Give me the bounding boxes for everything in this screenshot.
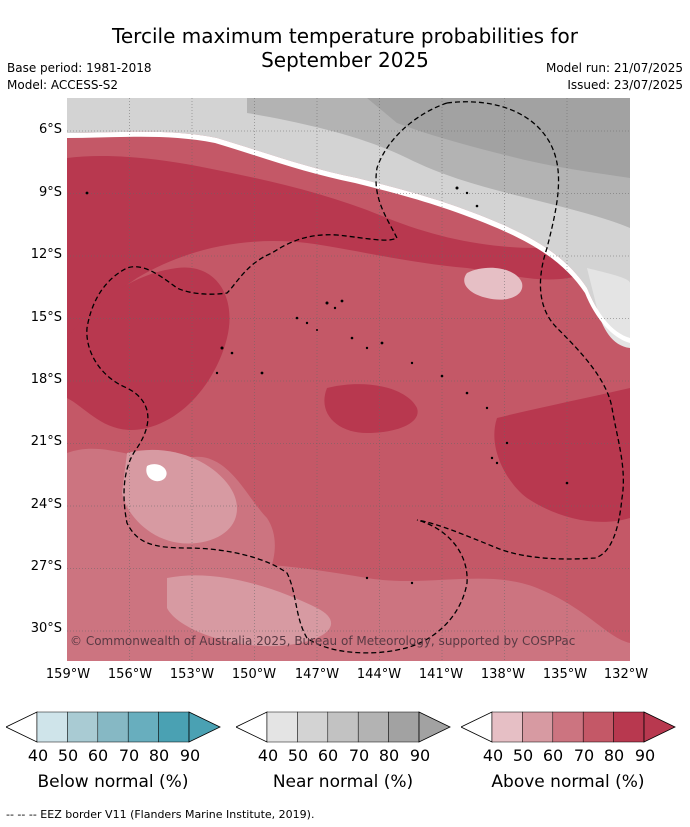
lat-label-24s: 24°S [30, 497, 62, 512]
lat-label-6s: 6°S [38, 122, 62, 137]
legend-swatch [491, 711, 523, 743]
graticule [67, 98, 630, 661]
legend-tick: 40 [482, 746, 504, 765]
eez-footnote: -- -- -- EEZ border V11 (Flanders Marine… [6, 808, 315, 821]
lon-label-141w: 141°W [418, 667, 464, 682]
field-40-spot-west [146, 464, 167, 482]
legend-ticks-near: 40 50 60 70 80 90 [236, 746, 466, 768]
legend-tick: 50 [57, 746, 79, 765]
base-period: Base period: 1981-2018 [7, 61, 152, 75]
lat-label-30s: 30°S [30, 621, 62, 636]
legend-swatch [97, 711, 129, 743]
model-name: Model: ACCESS-S2 [7, 78, 119, 92]
legend-tick: 70 [573, 746, 595, 765]
title-line-1: Tercile maximum temperature probabilitie… [112, 24, 578, 48]
legend-ticks-above: 40 50 60 70 80 90 [461, 746, 690, 768]
field-80-east [494, 388, 630, 522]
lat-label-15s: 15°S [30, 310, 62, 325]
lon-label-135w: 135°W [542, 667, 588, 682]
lon-label-150w: 150°W [231, 667, 277, 682]
legend-tick: 80 [148, 746, 170, 765]
legend-tick: 70 [348, 746, 370, 765]
legend-caption-above: Above normal (%) [491, 772, 645, 792]
eez-border-marquesas [416, 101, 625, 560]
legend-caption-near: Near normal (%) [272, 772, 414, 792]
meta-right: Model run: 21/07/2025 Issued: 23/07/2025 [546, 60, 683, 94]
legend-swatch [266, 711, 298, 743]
lon-label-147w: 147°W [294, 667, 340, 682]
legend-swatch [327, 711, 359, 743]
legend-swatch [613, 711, 645, 743]
legend-tick: 60 [317, 746, 339, 765]
legend-swatch [552, 711, 584, 743]
legend-tick: 80 [603, 746, 625, 765]
lon-label-153w: 153°W [169, 667, 215, 682]
legend-colorbar-near [236, 711, 451, 743]
legend-caption-below: Below normal (%) [37, 772, 189, 792]
legend-extend-high [188, 711, 221, 743]
lat-label-27s: 27°S [30, 559, 62, 574]
lon-label-159w: 159°W [45, 667, 91, 682]
lat-label-18s: 18°S [30, 372, 62, 387]
legend-tick: 40 [257, 746, 279, 765]
field-white-boundary [67, 131, 630, 343]
legend-swatch [297, 711, 329, 743]
title-line-2: September 2025 [261, 48, 429, 72]
legend-tick: 60 [87, 746, 109, 765]
lat-label-21s: 21°S [30, 434, 62, 449]
legend-swatch [127, 711, 159, 743]
islands [85, 186, 569, 585]
legend-colorbar-below [6, 711, 221, 743]
lon-label-132w: 132°W [603, 667, 649, 682]
legend-tick: 50 [512, 746, 534, 765]
field-near-normal-east [587, 268, 630, 348]
field-80-west-block [67, 267, 230, 431]
lon-label-144w: 144°W [356, 667, 402, 682]
lat-label-9s: 9°S [38, 185, 62, 200]
legend-near-normal: 40 50 60 70 80 90 Near normal (%) [236, 710, 452, 792]
legend-extend-low [6, 711, 38, 743]
legend-swatch [388, 711, 420, 743]
legend-tick: 50 [287, 746, 309, 765]
map-title: Tercile maximum temperature probabilitie… [0, 24, 690, 72]
meta-left: Base period: 1981-2018 Model: ACCESS-S2 [7, 60, 152, 94]
legend-extend-high [643, 711, 676, 743]
legend-ticks-below: 40 50 60 70 80 90 [6, 746, 236, 768]
legend-tick: 40 [27, 746, 49, 765]
legend-swatch [67, 711, 99, 743]
legend-swatch [36, 711, 68, 743]
probability-map [67, 98, 630, 661]
field-near-normal-north-darkest [367, 98, 630, 178]
model-run: Model run: 21/07/2025 [545, 61, 683, 75]
copyright-notice: © Commonwealth of Australia 2025, Bureau… [70, 634, 576, 648]
legend-tick: 90 [634, 746, 656, 765]
legend-swatch [522, 711, 554, 743]
legend-swatch [158, 711, 190, 743]
legend-extend-high [418, 711, 451, 743]
lon-label-156w: 156°W [107, 667, 153, 682]
legend-tick: 90 [179, 746, 201, 765]
legend-tick: 60 [542, 746, 564, 765]
legend-below-normal: 40 50 60 70 80 90 Below normal (%) [6, 710, 222, 792]
field-40-spot-east [464, 267, 523, 300]
lon-label-138w: 138°W [480, 667, 526, 682]
legend-extend-low [236, 711, 268, 743]
legend-colorbar-above [461, 711, 676, 743]
field-50-patch-south [167, 575, 332, 647]
field-80-north-west [67, 156, 587, 338]
legend-above-normal: 40 50 60 70 80 90 Above normal (%) [461, 710, 677, 792]
legend-tick: 90 [409, 746, 431, 765]
legend-tick: 80 [378, 746, 400, 765]
issued-date: Issued: 23/07/2025 [567, 78, 683, 92]
lat-label-12s: 12°S [30, 247, 62, 262]
map-panel: © Commonwealth of Australia 2025, Bureau… [67, 98, 630, 661]
legend-extend-low [461, 711, 493, 743]
field-80-center [324, 384, 418, 433]
legend-swatch [357, 711, 389, 743]
legend-tick: 70 [118, 746, 140, 765]
legend-swatch [582, 711, 614, 743]
